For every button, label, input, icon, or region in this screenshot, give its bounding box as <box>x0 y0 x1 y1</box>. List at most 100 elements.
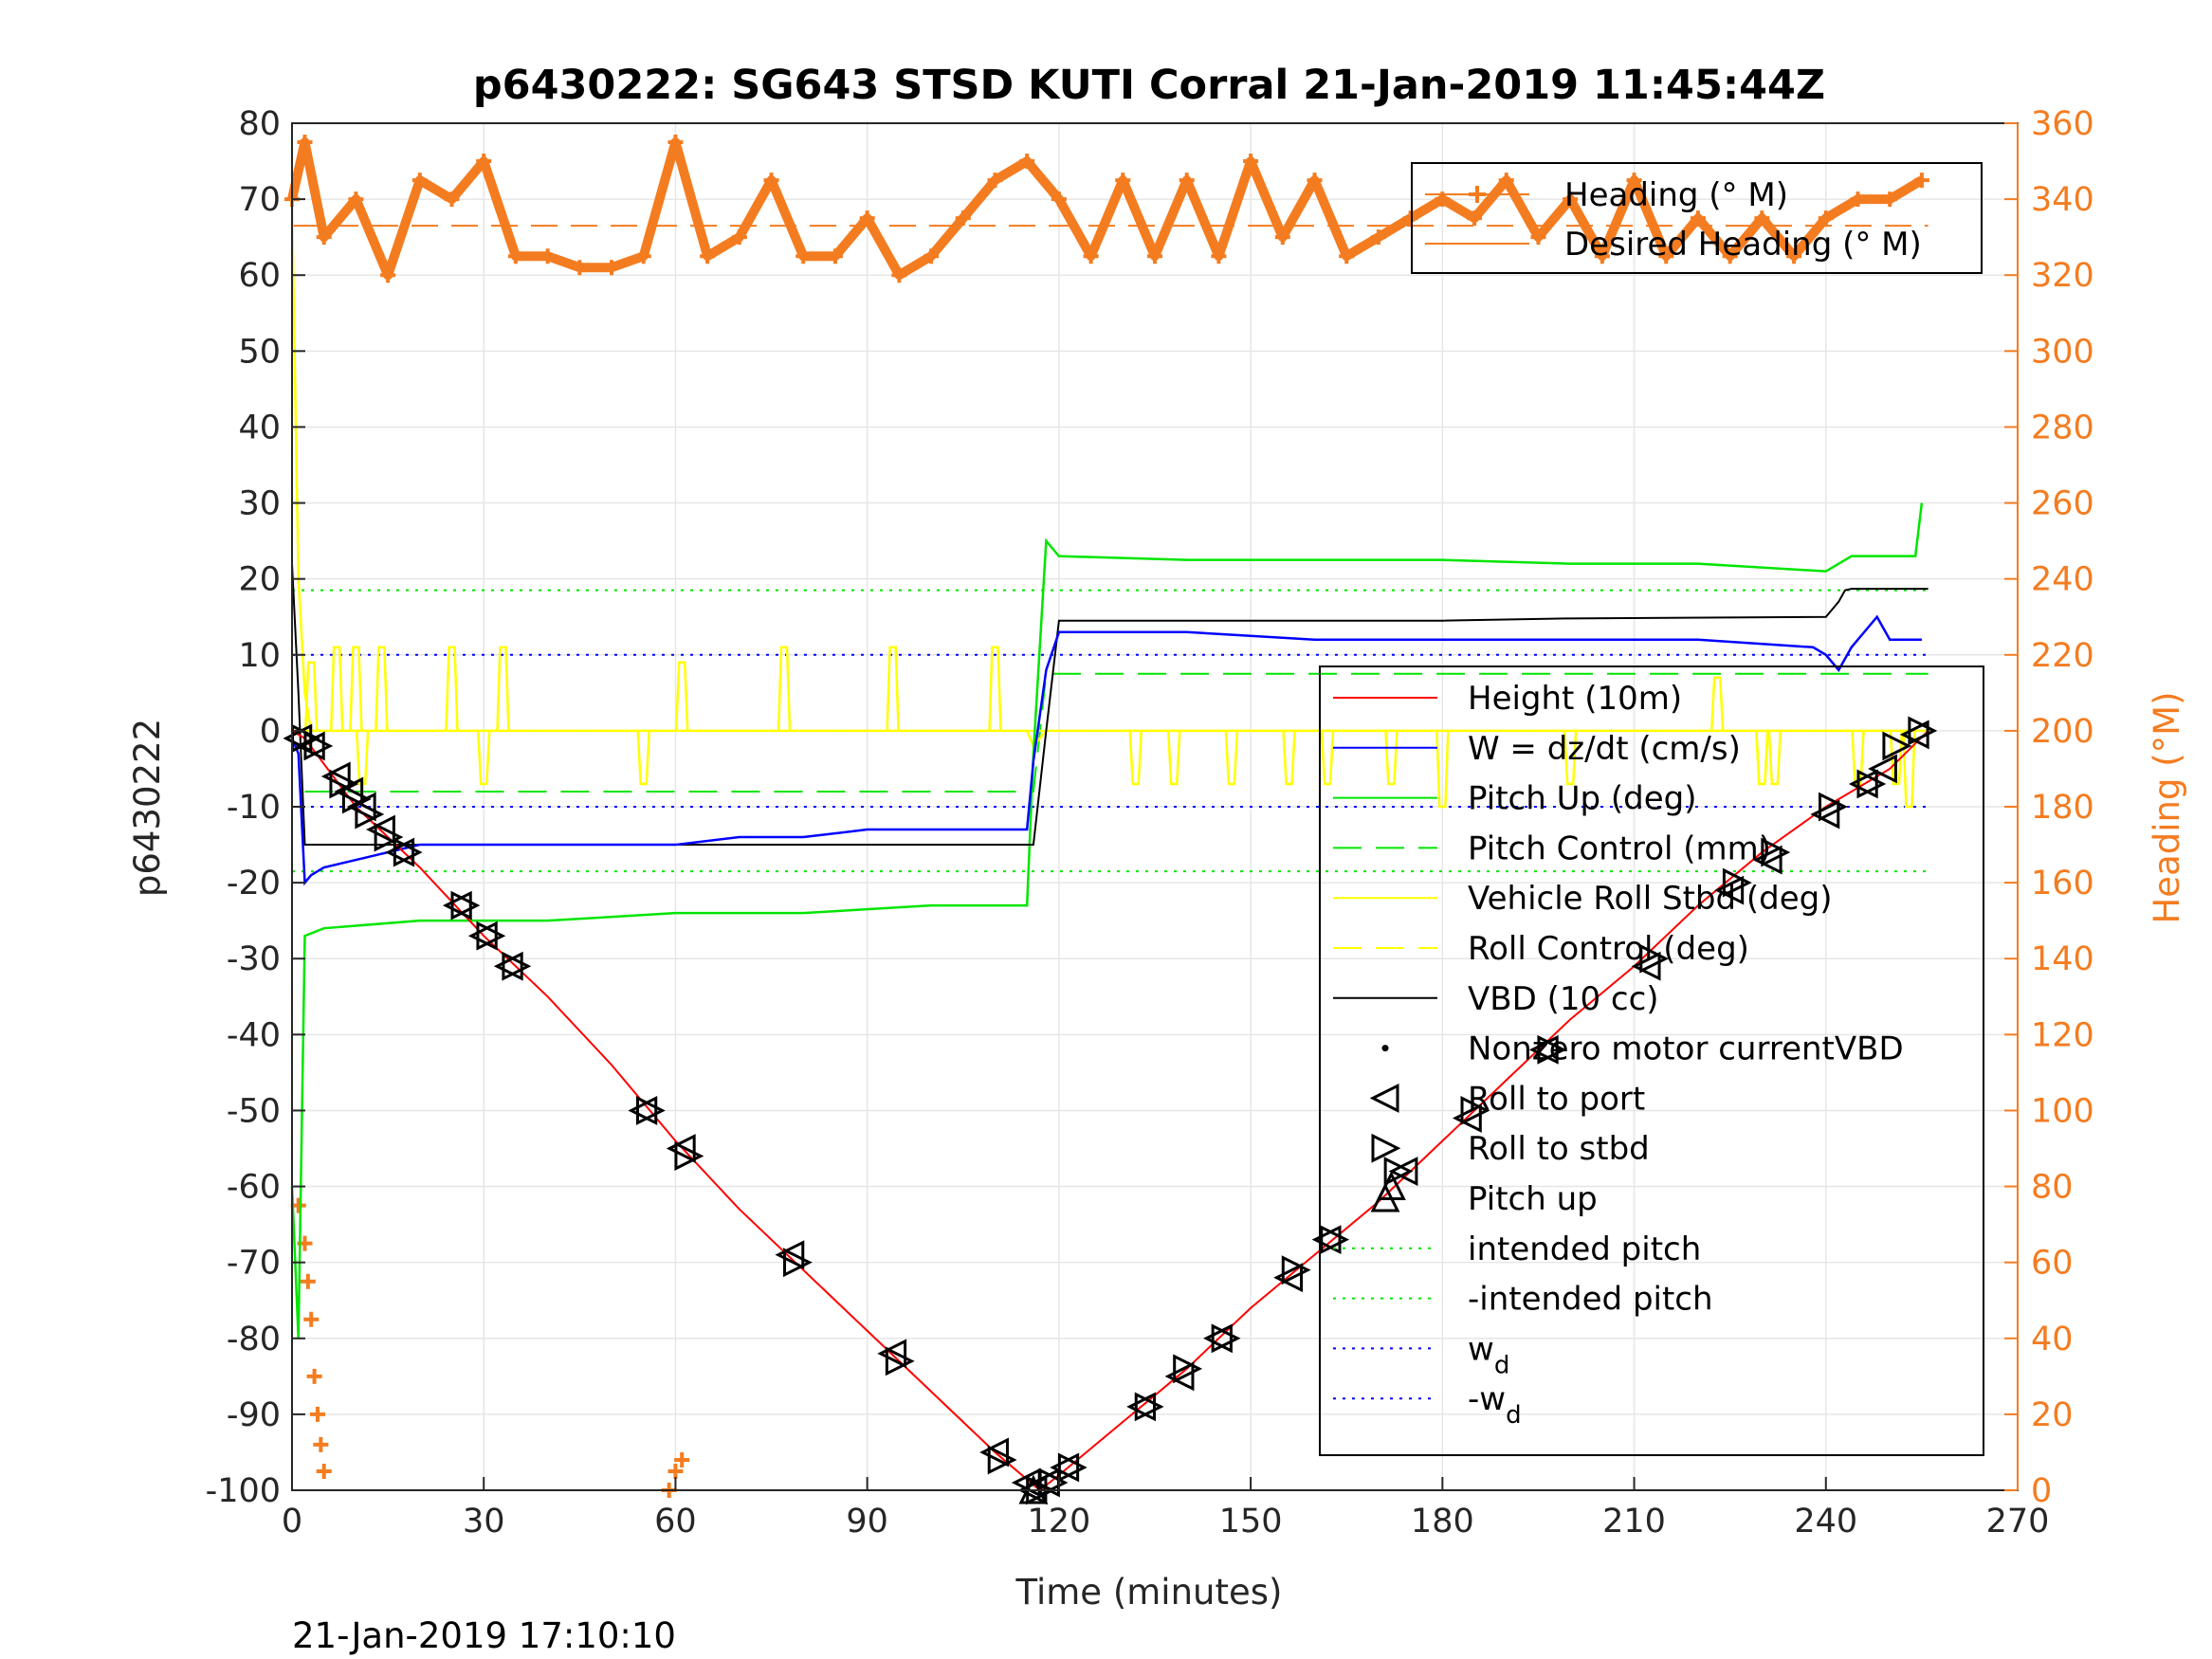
heading-point-25 <box>1051 191 1067 208</box>
heading-point-13 <box>667 135 684 151</box>
y-right-tick-label-5: 100 <box>2031 1092 2094 1130</box>
y-left-tick-label-17: 70 <box>238 181 281 219</box>
heading-point-31 <box>1243 154 1259 170</box>
y-left-tick-label-4: -60 <box>227 1169 281 1207</box>
y-right-tick-label-4: 80 <box>2031 1169 2074 1207</box>
marker-roll-stbd-20 <box>1211 1323 1241 1354</box>
marker-roll-port-31 <box>1848 769 1878 799</box>
x-tick-label-0: 0 <box>282 1503 302 1540</box>
heading-point-49 <box>1818 210 1834 227</box>
y-right-tick-label-13: 260 <box>2031 485 2094 523</box>
heading-point-6 <box>444 191 460 208</box>
legend-heading-label-0: Heading (° M) <box>1564 176 1788 214</box>
heading-point-48 <box>1786 248 1802 264</box>
marker-roll-port-32 <box>1868 754 1897 784</box>
y-left-tick-label-5: -50 <box>227 1092 281 1130</box>
y-left-tick-label-6: -40 <box>227 1016 281 1054</box>
y-left-tick-label-7: -30 <box>227 940 281 978</box>
x-tick-label-5: 150 <box>1219 1503 1283 1540</box>
roll-spike-6 <box>476 730 491 786</box>
legend-heading: Heading (° M) Desired Heading (° M) <box>1411 162 1983 274</box>
marker-roll-stbd-31 <box>1882 731 1912 761</box>
roll-spike-14 <box>1166 730 1181 786</box>
roll-spike-12 <box>988 646 1002 731</box>
legend-heading-box <box>1411 162 1983 274</box>
legend-main-label-6: VBD (10 cc) <box>1468 980 1659 1018</box>
legend-main-box <box>1319 665 1984 1456</box>
heading-point-21 <box>923 248 940 264</box>
marker-roll-stbd-19 <box>1173 1354 1203 1384</box>
heading-point-2 <box>316 229 332 246</box>
y-right-tick-label-6: 120 <box>2031 1016 2094 1054</box>
heading-low-point-9 <box>667 1463 684 1479</box>
marker-roll-stbd-4 <box>355 799 385 830</box>
marker-roll-stbd-22 <box>1320 1225 1350 1255</box>
legend-main-sample-7 <box>1381 1045 1389 1052</box>
marker-roll-stbd-10 <box>635 1096 666 1125</box>
heading-point-42 <box>1594 248 1610 264</box>
heading-point-26 <box>1083 248 1099 264</box>
heading-low-point-4 <box>306 1368 322 1384</box>
x-axis-ticks: 0 30 60 90 120 150 180 210 240 270 <box>282 1477 2050 1540</box>
y-right-tick-label-14: 280 <box>2031 409 2094 447</box>
x-tick-label-1: 30 <box>463 1503 505 1540</box>
y-right-tick-label-18: 360 <box>2031 105 2094 143</box>
marker-roll-stbd-17 <box>1057 1452 1088 1483</box>
legend-main-label-4: Vehicle Roll Stbd (deg) <box>1468 880 1833 918</box>
y-right-tick-label-11: 220 <box>2031 637 2094 675</box>
marker-roll-port-6 <box>385 837 415 867</box>
roll-spike-24 <box>1767 730 1782 786</box>
heading-point-51 <box>1882 191 1898 208</box>
x-tick-label-9: 270 <box>1986 1503 2050 1540</box>
heading-point-7 <box>476 154 492 170</box>
marker-roll-port-29 <box>1752 845 1782 875</box>
legend-main-label-0: Height (10m) <box>1468 680 1682 718</box>
legend-main-sample-10 <box>1370 1182 1400 1212</box>
legend-main-label-1: W = dz/dt (cm/s) <box>1468 730 1741 768</box>
heading-point-8 <box>507 248 523 264</box>
y-right-tick-label-7: 140 <box>2031 940 2094 978</box>
heading-point-1 <box>297 135 313 151</box>
y-left-tick-label-18: 80 <box>238 105 281 143</box>
marker-roll-stbd-11 <box>674 1141 704 1171</box>
legend-main-label-sub-13: d <box>1494 1351 1510 1379</box>
roll-spike-17 <box>1320 730 1335 786</box>
marker-roll-stbd-29 <box>1819 792 1848 822</box>
marker-roll-port-26 <box>1528 1034 1559 1065</box>
marker-roll-port-9 <box>493 951 523 981</box>
series-roll <box>290 199 1929 749</box>
marker-roll-stbd-30 <box>1856 769 1887 799</box>
marker-roll-port-13 <box>877 1339 907 1369</box>
marker-roll-stbd-32 <box>1908 716 1938 746</box>
heading-point-46 <box>1722 248 1738 264</box>
marker-roll-port-25 <box>1452 1103 1482 1133</box>
y-right-tick-label-2: 40 <box>2031 1321 2074 1358</box>
y-left-tick-label-9: -10 <box>227 789 281 827</box>
roll-spike-10 <box>777 646 792 731</box>
heading-point-40 <box>1530 229 1546 246</box>
y-left-tick-label-3: -70 <box>227 1245 281 1283</box>
marker-layer <box>283 716 1938 1505</box>
marker-roll-stbd-12 <box>783 1248 813 1278</box>
heading-point-15 <box>731 229 747 246</box>
roll-spike-15 <box>1224 730 1239 786</box>
heading-point-18 <box>827 248 843 264</box>
x-tick-label-7: 210 <box>1602 1503 1666 1540</box>
x-tick-label-4: 120 <box>1027 1503 1090 1540</box>
legend-main-label-11: intended pitch <box>1468 1231 1701 1268</box>
marker-roll-port-22 <box>1273 1263 1304 1293</box>
y-right-tick-label-12: 240 <box>2031 561 2094 599</box>
roll-spike-8 <box>636 730 650 786</box>
footer-timestamp: 21-Jan-2019 17:10:10 <box>292 1615 676 1656</box>
x-axis-label: Time (minutes) <box>1015 1572 1283 1613</box>
marker-roll-port-14 <box>979 1437 1009 1468</box>
heading-point-27 <box>1115 173 1131 189</box>
y-right-tick-label-8: 160 <box>2031 865 2094 902</box>
y-left-tick-label-16: 60 <box>238 257 281 295</box>
marker-roll-stbd-6 <box>393 837 423 867</box>
heading-point-28 <box>1147 248 1162 264</box>
x-tick-label-3: 90 <box>846 1503 888 1540</box>
y-left-tick-label-15: 50 <box>238 333 281 371</box>
legend-main-label-2: Pitch Up (deg) <box>1468 780 1696 818</box>
